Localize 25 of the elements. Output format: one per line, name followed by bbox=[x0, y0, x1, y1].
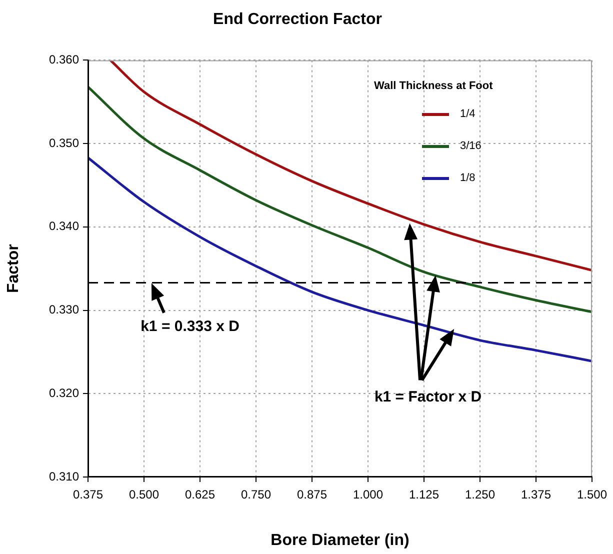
ref-line-label: k1 = 0.333 x D bbox=[140, 318, 240, 335]
y-axis-title: Factor bbox=[5, 244, 22, 294]
x-tick-label: 1.000 bbox=[352, 488, 384, 502]
y-tick-label: 0.360 bbox=[48, 52, 80, 67]
legend-label: 3/16 bbox=[460, 140, 482, 152]
legend-label: 1/8 bbox=[460, 172, 476, 184]
annotation: k1 = Factor x D bbox=[374, 388, 482, 406]
chart-title: End Correction Factor bbox=[213, 11, 382, 28]
y-tick-label: 0.330 bbox=[48, 302, 80, 317]
x-tick-label: 0.625 bbox=[184, 488, 216, 502]
y-tick-label: 0.320 bbox=[48, 386, 80, 400]
x-tick-label: 0.500 bbox=[128, 488, 160, 502]
x-tick-label: 0.375 bbox=[72, 488, 104, 502]
x-tick-label: 0.875 bbox=[296, 488, 328, 502]
x-tick-label: 1.500 bbox=[576, 488, 608, 502]
y-tick-label: 0.340 bbox=[48, 219, 80, 234]
x-tick-label: 1.250 bbox=[464, 488, 496, 502]
x-tick-label: 0.750 bbox=[240, 488, 272, 502]
y-tick-label: 0.310 bbox=[48, 469, 80, 484]
x-tick-label: 1.125 bbox=[408, 488, 440, 502]
y-tick-label: 0.350 bbox=[48, 136, 80, 150]
legend-label: 1/4 bbox=[460, 108, 476, 120]
x-tick-label: 1.375 bbox=[520, 488, 552, 502]
legend-title: Wall Thickness at Foot bbox=[374, 80, 493, 92]
x-axis-title: Bore Diameter (in) bbox=[270, 532, 410, 549]
